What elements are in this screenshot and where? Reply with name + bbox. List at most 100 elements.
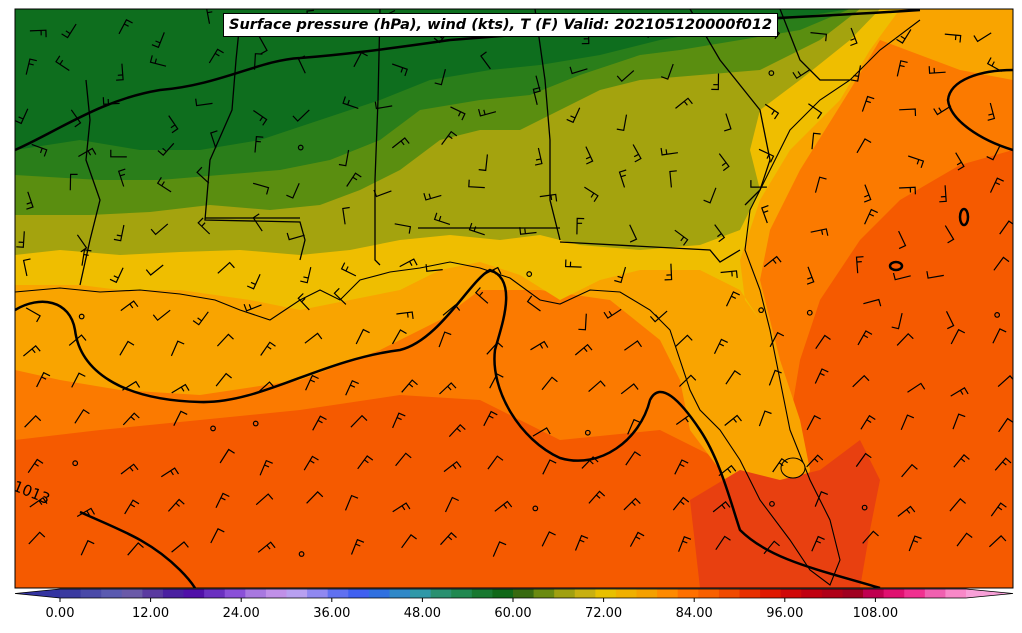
wind-barb xyxy=(167,498,185,512)
wind-barb xyxy=(997,375,1013,388)
wind-barb xyxy=(492,541,507,557)
wind-barb xyxy=(216,333,234,347)
wind-barb xyxy=(486,341,504,355)
wind-barb xyxy=(898,230,907,250)
wind-barb xyxy=(724,414,742,426)
temp-band-red-orange xyxy=(690,440,880,588)
wind-barb xyxy=(24,414,42,428)
calm-wind-marker xyxy=(768,70,775,77)
wind-barb xyxy=(292,109,310,122)
wind-barb xyxy=(29,29,47,38)
calm-wind-marker xyxy=(584,429,591,436)
wind-barb xyxy=(810,32,828,42)
colorbar-swatch xyxy=(162,589,185,598)
wind-barb xyxy=(944,225,955,244)
wind-barb xyxy=(257,541,276,553)
colorbar-swatch xyxy=(204,589,226,598)
wind-barb xyxy=(792,68,811,80)
wind-barb xyxy=(926,271,944,279)
colorbar-swatch xyxy=(265,589,287,598)
map-title: Surface pressure (hPa), wind (kts), T (F… xyxy=(223,13,779,37)
wind-barb xyxy=(81,249,92,266)
wind-barb xyxy=(806,414,821,431)
wind-barb xyxy=(15,108,29,125)
colorbar-swatch xyxy=(945,589,967,598)
map-frame xyxy=(14,8,1014,589)
wind-barb xyxy=(678,374,697,387)
wind-barb xyxy=(440,532,457,546)
wind-barb xyxy=(944,33,962,43)
wind-barb xyxy=(149,55,167,67)
colorbar-swatch xyxy=(471,589,493,598)
calm-wind-marker xyxy=(526,271,533,277)
wind-barb xyxy=(616,70,635,83)
wind-barb xyxy=(907,382,926,393)
wind-barb xyxy=(76,507,96,518)
colorbar-swatch xyxy=(121,589,143,598)
wind-barb xyxy=(541,531,556,547)
wind-barb xyxy=(814,368,829,384)
colorbar-swatch xyxy=(739,589,761,598)
wind-barb xyxy=(718,464,737,477)
wind-barb xyxy=(253,53,263,70)
wind-barb xyxy=(399,258,418,268)
wind-barb xyxy=(442,304,461,316)
wind-barb xyxy=(25,307,41,323)
wind-barb xyxy=(160,467,180,478)
wind-barb xyxy=(632,144,642,163)
wind-barb xyxy=(899,186,916,195)
wind-barb xyxy=(395,452,412,467)
colorbar-swatch xyxy=(60,589,82,598)
colorbar-swatch xyxy=(451,589,473,598)
colorbar-swatch xyxy=(595,589,617,598)
wind-barb xyxy=(425,264,443,272)
wind-barb xyxy=(119,340,135,356)
wind-barb xyxy=(438,331,452,348)
wind-barb xyxy=(675,414,694,425)
colorbar-tick-label: 72.00 xyxy=(584,606,623,621)
wind-barb xyxy=(338,149,350,167)
wind-barb xyxy=(624,340,642,351)
wind-barb xyxy=(483,410,498,427)
wind-barb xyxy=(928,66,946,74)
colorbar-swatch xyxy=(513,589,535,598)
wind-barb xyxy=(391,137,410,149)
wind-barb xyxy=(215,372,232,387)
wind-barb xyxy=(764,103,780,120)
colorbar-swatch xyxy=(574,589,596,598)
wind-barb xyxy=(763,540,780,555)
wind-barb xyxy=(530,340,549,351)
wind-barb xyxy=(669,170,677,188)
wind-barb xyxy=(855,256,864,274)
wind-barb xyxy=(939,185,947,203)
wind-barb xyxy=(109,267,124,284)
wind-barb xyxy=(391,329,407,345)
colorbar-extend-low xyxy=(15,589,60,598)
wind-barb xyxy=(76,234,88,253)
wind-barb xyxy=(625,451,641,466)
wind-barb xyxy=(448,423,466,438)
wind-barb xyxy=(156,176,172,193)
wind-barb xyxy=(897,505,916,517)
calm-wind-marker xyxy=(532,505,539,512)
colorbar-extend-high xyxy=(966,589,1013,598)
wind-barb xyxy=(588,380,606,393)
colorbar-swatch xyxy=(718,589,740,598)
colorbar-swatch xyxy=(657,589,679,598)
wind-barbs xyxy=(15,9,1013,557)
wind-barb xyxy=(750,180,767,188)
wind-barb xyxy=(208,48,224,64)
wind-barb xyxy=(993,256,1010,271)
wind-barb xyxy=(950,386,969,397)
wind-barb xyxy=(350,538,365,555)
wind-barb xyxy=(478,154,488,172)
wind-barb xyxy=(22,258,31,277)
wind-barb xyxy=(70,109,82,128)
calm-wind-marker xyxy=(806,309,813,316)
wind-barb xyxy=(444,496,459,513)
wind-barb xyxy=(145,264,164,276)
wind-barb xyxy=(584,186,599,203)
wind-barb xyxy=(672,496,690,511)
wind-barb xyxy=(987,102,996,121)
colorbar-swatch xyxy=(492,589,514,598)
